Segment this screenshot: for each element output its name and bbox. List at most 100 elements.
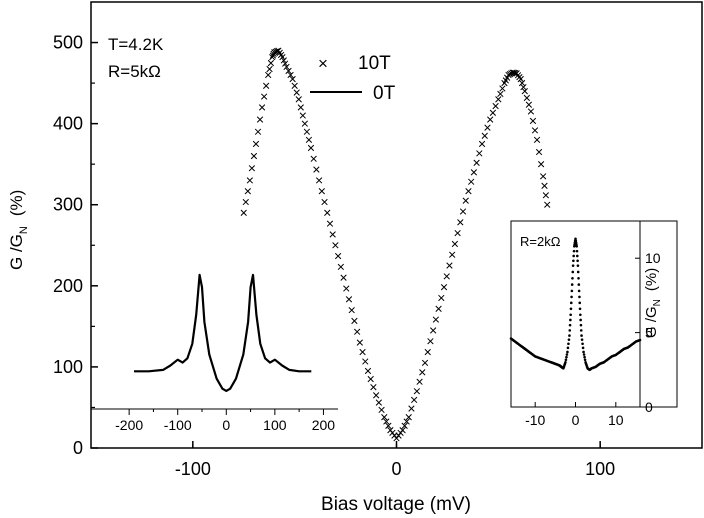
point-10t-110 — [492, 102, 499, 110]
right-inset-point-72 — [569, 313, 572, 317]
right-inset-point-99 — [577, 283, 581, 286]
y-tick-label-5: 500 — [53, 33, 83, 53]
point-10t-113 — [499, 85, 506, 92]
right-inset-y-tick-label-1: 5 — [645, 325, 653, 341]
point-10t-79 — [408, 405, 415, 412]
y-tick-label-1: 100 — [53, 357, 83, 377]
right-inset-point-114 — [583, 355, 586, 359]
point-10t-83 — [419, 369, 426, 376]
right-inset-point-71 — [569, 318, 572, 322]
right-inset-point-82 — [572, 254, 575, 258]
y-axis-label-main: G /G — [7, 234, 26, 270]
point-10t-104 — [476, 150, 483, 157]
point-10t-52 — [343, 285, 350, 292]
right-inset-y-tick-label-0: 0 — [645, 399, 653, 415]
point-10t-100 — [465, 188, 472, 195]
point-10t-135 — [533, 136, 541, 144]
point-10t-13 — [266, 65, 273, 73]
point-10t-84 — [421, 359, 429, 367]
right-inset-point-61 — [564, 358, 568, 362]
point-10t-90 — [438, 294, 445, 302]
point-10t-29 — [287, 71, 294, 79]
right-inset-y-label-main: G /G — [643, 306, 660, 338]
point-10t-12 — [265, 71, 272, 79]
right-inset-point-105 — [579, 318, 582, 322]
right-inset-x-tick-label-1: 0 — [572, 412, 580, 428]
right-inset-point-109 — [580, 338, 584, 341]
right-inset-point-76 — [570, 289, 574, 293]
point-10t-0 — [240, 209, 247, 216]
right-inset-point-78 — [571, 276, 574, 280]
right-inset-ticks: -10 0 10 0 5 10 — [525, 221, 661, 428]
point-10t-76 — [401, 422, 408, 429]
point-10t-40 — [310, 155, 317, 162]
point-10t-137 — [537, 161, 545, 168]
point-10t-108 — [487, 116, 494, 123]
right-inset-series — [509, 237, 642, 372]
right-inset-point-106 — [579, 323, 583, 327]
point-10t-27 — [283, 63, 290, 71]
point-10t-36 — [301, 120, 309, 127]
right-inset-point-110 — [581, 342, 584, 346]
right-inset-point-65 — [566, 346, 570, 350]
right-inset-point-70 — [568, 323, 572, 327]
right-inset-point-80 — [571, 264, 575, 267]
right-inset-point-63 — [565, 353, 569, 356]
right-inset-point-92 — [575, 244, 579, 248]
right-inset-point-68 — [568, 334, 571, 337]
point-10t-59 — [362, 358, 369, 365]
legend-label-0t: 0T — [373, 83, 396, 104]
point-10t-10 — [260, 93, 268, 100]
point-10t-49 — [334, 252, 342, 260]
point-10t-14 — [267, 59, 275, 67]
right-inset-point-102 — [578, 301, 582, 305]
legend-label-10t: 10T — [358, 53, 391, 74]
point-10t-8 — [256, 116, 264, 123]
right-inset-point-69 — [568, 329, 572, 332]
right-inset-point-74 — [569, 301, 573, 305]
point-10t-105 — [478, 140, 486, 148]
right-inset-y-label-sub: N — [652, 299, 663, 306]
point-10t-56 — [353, 328, 361, 335]
y-axis-label-unit: (%) — [7, 190, 26, 216]
point-10t-67 — [383, 418, 390, 425]
point-10t-46 — [326, 220, 334, 227]
point-10t-7 — [254, 128, 262, 135]
right-inset-point-112 — [582, 350, 585, 354]
point-10t-95 — [451, 240, 459, 248]
right-inset-point-83 — [572, 249, 576, 253]
point-10t-43 — [318, 188, 325, 195]
point-10t-102 — [470, 169, 478, 176]
point-10t-28 — [285, 67, 292, 75]
point-10t-82 — [416, 378, 423, 385]
point-10t-1 — [242, 198, 249, 206]
point-10t-139 — [541, 182, 548, 189]
right-inset-frame — [510, 220, 678, 408]
point-10t-31 — [291, 82, 298, 89]
point-10t-140 — [542, 192, 550, 199]
right-inset-point-96 — [576, 264, 580, 267]
point-10t-44 — [321, 198, 328, 206]
point-10t-50 — [337, 263, 344, 271]
left-inset-ticks: -200 -100 0 100 200 — [115, 409, 335, 433]
point-10t-60 — [364, 367, 372, 375]
point-10t-98 — [459, 208, 467, 215]
point-10t-65 — [378, 406, 385, 414]
point-10t-26 — [282, 60, 289, 67]
y-axis-label-sub: N — [18, 226, 30, 234]
right-inset: R=2kΩ G /GN (%) -10 0 10 0 5 10 — [509, 220, 678, 428]
svg-text:G /GN(%): G /GN (%) — [7, 190, 30, 270]
temperature-annotation: T=4.2K — [108, 35, 164, 54]
point-10t-53 — [345, 296, 353, 303]
point-10t-78 — [405, 414, 412, 421]
right-inset-point-79 — [571, 270, 575, 274]
point-10t-62 — [370, 384, 377, 391]
point-10t-94 — [449, 251, 456, 258]
y-tick-label-2: 200 — [53, 276, 83, 296]
right-inset-point-77 — [570, 283, 574, 286]
point-10t-127 — [518, 79, 526, 87]
right-inset-point-113 — [582, 353, 586, 356]
right-inset-point-66 — [567, 342, 570, 346]
